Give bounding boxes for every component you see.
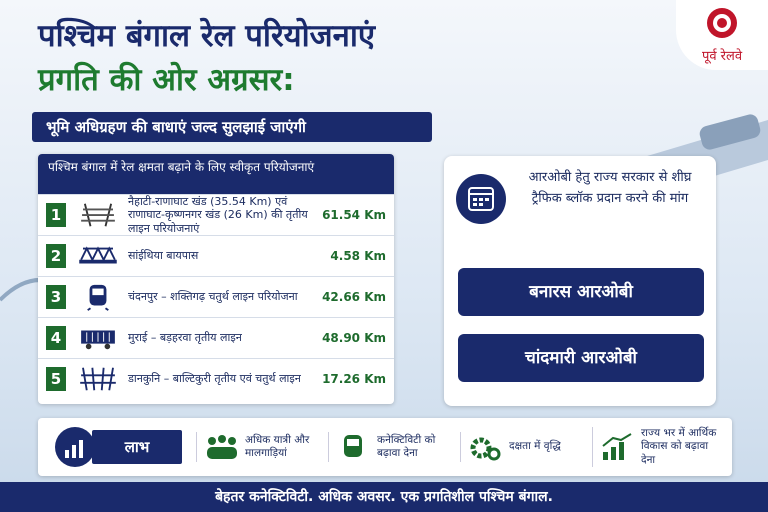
benefit-item: कनेक्टिविटी को बढ़ावा देना — [328, 432, 460, 462]
project-number: 2 — [46, 244, 66, 268]
rob-button: बनारस आरओबी — [458, 268, 704, 316]
logo-emblem — [707, 8, 737, 38]
project-name: मुराई – बड़हरवा तृतीय लाइन — [128, 331, 242, 345]
benefit-list: अधिक यात्री और मालगाड़ियां कनेक्टिविटी को… — [196, 418, 724, 476]
project-name: सांईथिया बायपास — [128, 249, 199, 263]
project-length: 61.54 Km — [322, 208, 386, 222]
benefit-icon — [470, 437, 501, 461]
subtitle: भूमि अधिग्रहण की बाधाएं जल्द सुलझाई जाएं… — [32, 112, 432, 142]
benefit-item: अधिक यात्री और मालगाड़ियां — [196, 432, 328, 462]
project-name: डानकुनि – बाल्टिकुरी तृतीय एवं चतुर्थ ला… — [128, 372, 301, 386]
project-name: चंदनपुर – शक्तिगढ़ चतुर्थ लाइन परियोजना — [128, 290, 298, 304]
benefit-text: राज्य भर में आर्थिक विकास को बढ़ावा देना — [641, 427, 717, 466]
project-number: 1 — [46, 203, 66, 227]
benefits-label: लाभ — [92, 430, 182, 464]
project-number: 5 — [46, 367, 66, 391]
benefit-text: दक्षता में वृद्धि — [509, 440, 561, 453]
benefits-bar: लाभ अधिक यात्री और मालगाड़ियां कनेक्टिविट… — [38, 418, 732, 476]
benefit-badge — [55, 427, 95, 467]
projects-panel: पश्चिम बंगाल में रेल क्षमता बढ़ाने के लि… — [38, 154, 394, 404]
rob-button: चांदमारी आरओबी — [458, 334, 704, 382]
demand-text: आरओबी हेतु राज्य सरकार से शीघ्र ट्रैफिक … — [528, 170, 692, 206]
project-row: 2 सांईथिया बायपास 4.58 Km — [38, 235, 394, 276]
title: पश्चिम बंगाल रेल परियोजनाएं — [38, 18, 376, 54]
logo-label: पूर्व रेलवे — [701, 49, 743, 64]
project-length: 4.58 Km — [330, 249, 386, 263]
project-number: 4 — [46, 326, 66, 350]
project-icon — [87, 284, 109, 311]
project-row: 5 डानकुनि – बाल्टिकुरी तृतीय एवं चतुर्थ ल… — [38, 358, 394, 399]
project-length: 17.26 Km — [322, 372, 386, 386]
project-row: 4 मुराई – बड़हरवा तृतीय लाइन 48.90 Km — [38, 317, 394, 358]
project-row: 1 नैहाटी-राणाघाट खंड (35.54 Km) एवं राणाघ… — [38, 194, 394, 235]
benefit-icon — [344, 435, 362, 457]
project-icon — [79, 246, 117, 264]
project-icon — [81, 330, 115, 350]
footer: बेहतर कनेक्टिविटी. अधिक अवसर. एक प्रगतिश… — [0, 482, 768, 512]
benefit-icon — [207, 435, 237, 459]
benefit-text: अधिक यात्री और मालगाड़ियां — [245, 433, 310, 459]
project-row: 3 चंदनपुर – शक्तिगढ़ चतुर्थ लाइन परियोजना… — [38, 276, 394, 317]
demand-panel: आरओबी हेतु राज्य सरकार से शीघ्र ट्रैफिक … — [444, 156, 716, 406]
benefit-item: राज्य भर में आर्थिक विकास को बढ़ावा देना — [592, 427, 724, 467]
project-icon — [80, 367, 116, 391]
title: प्रगति की ओर अग्रसर: — [38, 62, 295, 98]
project-list: 1 नैहाटी-राणाघाट खंड (35.54 Km) एवं राणाघ… — [38, 194, 394, 399]
calendar-icon — [456, 174, 506, 224]
project-length: 42.66 Km — [322, 290, 386, 304]
project-icon — [81, 203, 115, 227]
benefit-icon — [602, 433, 632, 460]
benefit-text: कनेक्टिविटी को बढ़ावा देना — [377, 433, 436, 459]
project-length: 48.90 Km — [322, 331, 386, 345]
benefit-item: दक्षता में वृद्धि — [460, 432, 592, 462]
logo: पूर्व रेलवे — [676, 0, 768, 70]
project-name: नैहाटी-राणाघाट खंड (35.54 Km) एवं राणाघा… — [128, 195, 308, 235]
projects-heading: पश्चिम बंगाल में रेल क्षमता बढ़ाने के लि… — [38, 154, 394, 194]
project-number: 3 — [46, 285, 66, 309]
